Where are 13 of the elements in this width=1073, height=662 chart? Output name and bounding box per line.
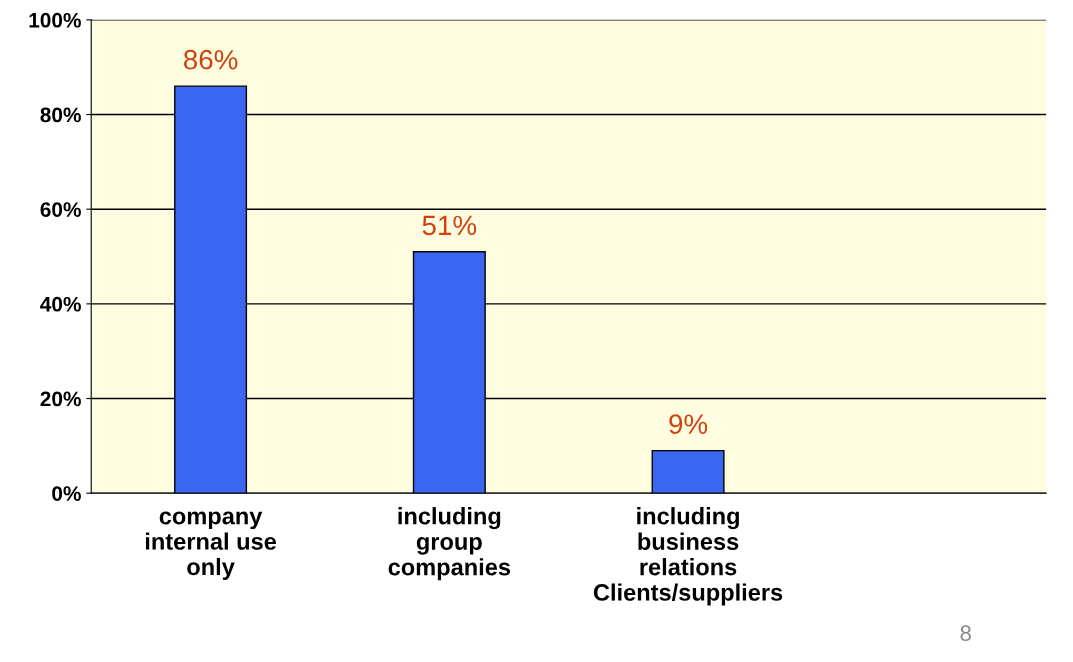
text: 8 bbox=[960, 625, 971, 642]
y-tick-label: 80% bbox=[40, 107, 81, 123]
data-label: 86% bbox=[183, 49, 238, 70]
x-tick-label: including business relations Clients/suppliers bbox=[593, 507, 783, 606]
x-tick-label: company internal use only bbox=[145, 511, 277, 580]
x-tick-label: including group companies bbox=[388, 507, 511, 581]
data-label: 51% bbox=[422, 215, 477, 236]
y-tick-label: 40% bbox=[40, 296, 81, 312]
y-tick-label: 60% bbox=[40, 202, 81, 217]
y-tick-label: 100% bbox=[29, 12, 81, 28]
y-tick-label: 0% bbox=[52, 486, 81, 501]
data-label: 9% bbox=[669, 414, 708, 434]
y-tick-label: 20% bbox=[40, 391, 81, 407]
